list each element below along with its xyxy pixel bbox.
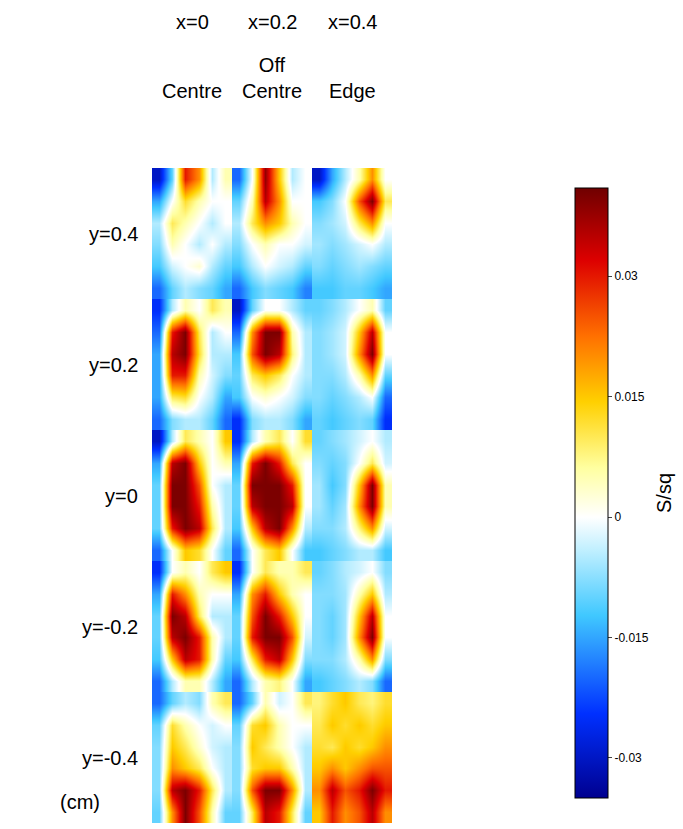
svg-text:y=0: y=0 [105, 485, 138, 507]
svg-text:0.015: 0.015 [614, 390, 644, 404]
svg-text:Centre: Centre [162, 80, 222, 102]
svg-text:Edge: Edge [329, 80, 376, 102]
svg-text:OffCentre: OffCentre [242, 54, 302, 102]
svg-text:y=0.4: y=0.4 [89, 223, 138, 245]
svg-text:-0.015: -0.015 [614, 631, 648, 645]
svg-text:x=0.4: x=0.4 [328, 11, 377, 33]
svg-text:S/sq: S/sq [653, 473, 675, 513]
svg-text:x=0: x=0 [176, 11, 209, 33]
svg-text:y=-0.2: y=-0.2 [82, 616, 138, 638]
svg-text:y=-0.4: y=-0.4 [82, 747, 138, 769]
svg-text:0: 0 [614, 510, 621, 524]
svg-text:0.03: 0.03 [614, 269, 638, 283]
svg-text:-0.03: -0.03 [614, 751, 642, 765]
svg-text:y=0.2: y=0.2 [89, 354, 138, 376]
svg-text:x=0.2: x=0.2 [248, 11, 297, 33]
svg-text:(cm): (cm) [60, 791, 100, 813]
